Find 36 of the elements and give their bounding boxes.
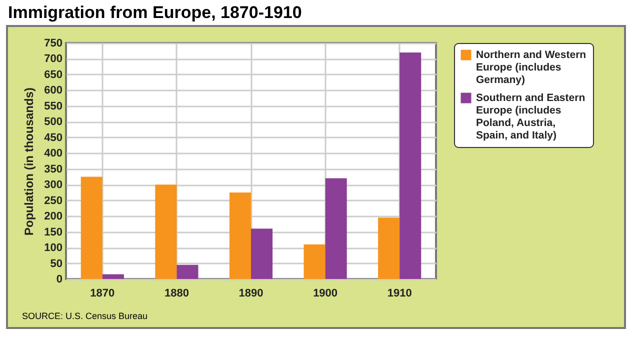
bar (325, 178, 347, 279)
y-tick-label: 400 (44, 148, 62, 160)
bar (251, 228, 273, 279)
y-tick-label: 350 (44, 163, 62, 176)
y-tick-label: 750 (44, 38, 62, 50)
y-tick-label: 500 (44, 116, 62, 128)
legend-label: Northern and Western Europe (includes Germany) (476, 49, 586, 86)
x-tick-label: 1900 (313, 288, 338, 300)
y-tick-label: 250 (44, 194, 62, 207)
x-tick-label: 1910 (387, 288, 412, 300)
y-tick-label: 300 (44, 179, 62, 192)
y-tick-label: 0 (56, 274, 62, 286)
x-tick-label: 1870 (90, 288, 115, 300)
legend-label: Southern and Eastern Europe (includes Poland, Austria, Spain, and Italy) (476, 92, 586, 142)
bar (102, 274, 124, 279)
y-tick-label: 650 (44, 68, 62, 81)
y-tick-label: 600 (44, 84, 62, 97)
bar (378, 218, 400, 279)
y-tick-label: 450 (44, 132, 62, 144)
y-tick-label: 200 (44, 210, 62, 223)
y-tick-label: 700 (44, 53, 62, 66)
bar (176, 264, 198, 279)
y-tick-label: 100 (44, 242, 62, 254)
y-tick-label: 150 (44, 226, 62, 238)
bar (80, 176, 102, 279)
bar (304, 244, 326, 279)
bar (155, 184, 177, 279)
source-note: SOURCE: U.S. Census Bureau (22, 311, 148, 321)
bar (229, 192, 251, 279)
y-tick-label: 550 (44, 100, 62, 112)
y-tick-label: 50 (50, 258, 62, 270)
y-axis-title: Population (in thousands) (22, 88, 36, 236)
x-tick-label: 1890 (238, 288, 264, 300)
bar (400, 52, 422, 279)
x-tick-label: 1880 (164, 288, 189, 300)
chart-title: Immigration from Europe, 1870-1910 (7, 2, 303, 24)
